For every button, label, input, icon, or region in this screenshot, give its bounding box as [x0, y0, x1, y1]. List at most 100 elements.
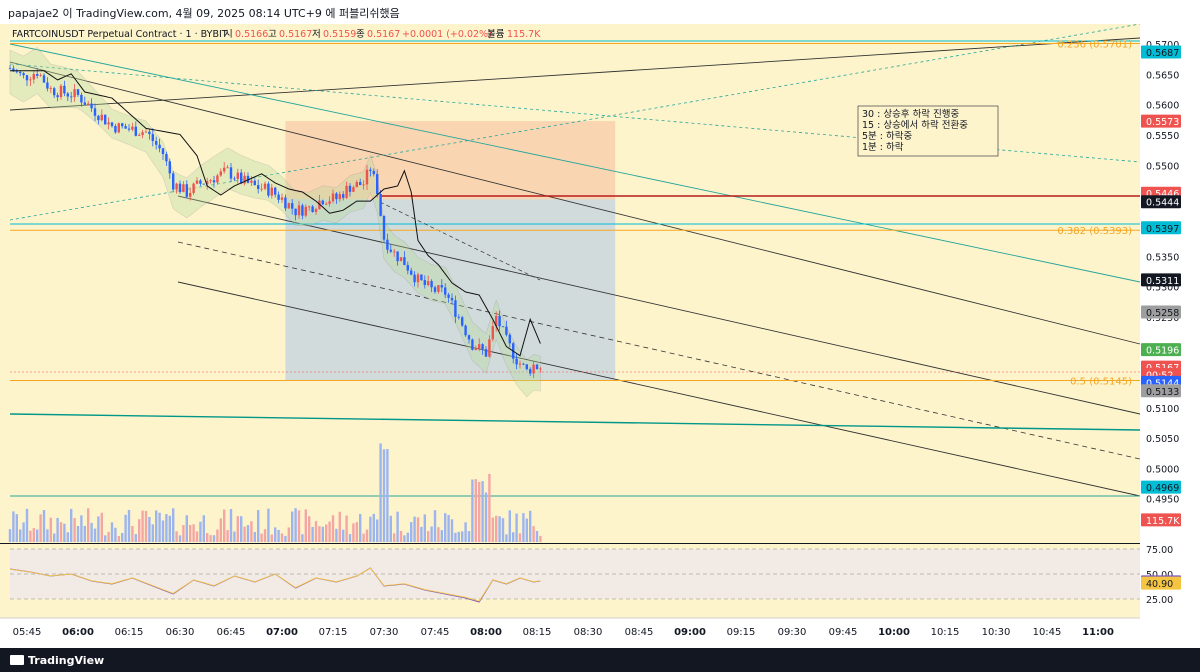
- volume-bar: [525, 518, 528, 542]
- legend-volume: 115.7K: [507, 29, 541, 40]
- volume-bar: [100, 512, 103, 542]
- candle-body: [318, 200, 321, 210]
- candle-body: [155, 141, 158, 145]
- candle-body: [243, 175, 246, 184]
- candle-body: [141, 132, 144, 135]
- candle-body: [440, 285, 443, 288]
- rsi-axis-label-3: 40.90: [1146, 579, 1173, 590]
- candle-body: [369, 169, 372, 172]
- candle-body: [345, 185, 348, 198]
- candle-body: [117, 123, 120, 133]
- candle-body: [471, 339, 474, 350]
- candle-body: [216, 175, 219, 183]
- price-label-8: 0.5196: [1146, 346, 1179, 357]
- volume-bar: [304, 509, 307, 542]
- volume-bar: [226, 530, 229, 542]
- volume-bar: [277, 529, 280, 542]
- candle-body: [253, 180, 256, 186]
- volume-bar: [382, 449, 386, 542]
- legend-high: 0.5167: [279, 29, 312, 40]
- volume-bar: [240, 516, 243, 542]
- candle-body: [291, 203, 294, 209]
- price-label-box-12: [1141, 384, 1181, 398]
- tradingview-logo[interactable]: TradingView: [10, 654, 104, 667]
- price-chart[interactable]: 0.236 (0.5701) 0.382 (0.5393) 0.5 (0.5145)…: [0, 24, 1200, 648]
- candle-body: [158, 144, 161, 149]
- volume-bar: [338, 511, 341, 542]
- candle-body: [66, 93, 69, 97]
- candle-body: [206, 181, 209, 185]
- legend-low: 0.5159: [323, 29, 356, 40]
- price-label-box-8: [1141, 343, 1181, 357]
- candle-body: [257, 185, 260, 189]
- price-tick-15: 0.4950: [1146, 495, 1179, 506]
- volume-bar: [403, 535, 406, 542]
- volume-bar: [352, 523, 355, 542]
- time-tick-8: 07:45: [421, 627, 450, 638]
- trend-lines[interactable]: [9, 24, 1141, 497]
- candle-body: [501, 326, 505, 328]
- volume-bar: [151, 524, 154, 542]
- candle-body: [229, 167, 233, 179]
- candle-body: [518, 363, 522, 365]
- price-label-box-4: [1141, 195, 1181, 209]
- volume-bar: [461, 531, 464, 542]
- candle-body: [260, 188, 263, 190]
- time-tick-15: 09:30: [778, 627, 807, 638]
- price-tick-12: 0.5100: [1146, 404, 1179, 415]
- volume-bar: [155, 510, 158, 542]
- candle-body: [219, 171, 222, 176]
- volume-bar: [529, 510, 532, 542]
- time-tick-10: 08:15: [523, 627, 552, 638]
- volume-bar: [508, 510, 511, 542]
- time-tick-5: 07:00: [266, 627, 298, 638]
- rsi-pane: [0, 543, 1140, 603]
- volume-bar: [216, 529, 219, 542]
- position-zone[interactable]: [285, 121, 616, 381]
- candle-body: [97, 115, 100, 121]
- candle-body: [49, 88, 52, 90]
- candle-body: [427, 281, 430, 285]
- legend-close-label: 종: [356, 29, 365, 40]
- fib-levels[interactable]: 0.236 (0.5701) 0.382 (0.5393) 0.5 (0.5145): [10, 40, 1140, 388]
- legend-close: 0.5167: [367, 29, 400, 40]
- volume-bar: [223, 509, 226, 542]
- volume-bar: [175, 531, 178, 542]
- candle-body: [335, 193, 338, 200]
- candle-body: [515, 358, 518, 365]
- candle-body: [76, 89, 80, 95]
- candle-body: [107, 122, 110, 125]
- volume-bar: [467, 531, 471, 542]
- candle-body: [8, 68, 12, 70]
- time-tick-21: 11:00: [1082, 627, 1114, 638]
- volume-bar: [199, 521, 202, 542]
- volume-bar: [114, 527, 117, 542]
- time-tick-11: 08:30: [574, 627, 603, 638]
- note-line-2: 15 : 상승에서 하락 전환중: [862, 119, 968, 131]
- brand-text: TradingView: [28, 654, 105, 667]
- price-tick-14: 0.5000: [1146, 464, 1179, 475]
- volume-bar: [457, 531, 460, 542]
- time-tick-20: 10:45: [1033, 627, 1062, 638]
- volume-bar: [124, 514, 127, 542]
- volume-bar: [73, 518, 76, 542]
- candle-body: [32, 73, 35, 80]
- price-axis[interactable]: 0.57000.56500.56000.55500.55000.54500.54…: [1141, 40, 1181, 606]
- candle-body: [454, 300, 457, 317]
- volume-bar: [474, 479, 477, 542]
- volume-bar: [260, 533, 263, 542]
- candle-body: [529, 369, 532, 374]
- candle-body: [522, 363, 525, 365]
- time-axis[interactable]: 05:45 06:00 06:15 06:30 06:45 07:00 07:15 07:30…: [0, 617, 1200, 648]
- note-box[interactable]: 30 : 상승후 하락 진행중 15 : 상승에서 하락 전환중 5분 : 하락…: [857, 105, 999, 157]
- volume-bar: [359, 513, 362, 542]
- candle-body: [19, 71, 22, 74]
- volume-bar: [185, 515, 188, 542]
- candle-body: [464, 325, 467, 336]
- price-label-7: 0.5258: [1146, 308, 1179, 319]
- volume-bar: [236, 516, 239, 542]
- volume-bar: [131, 525, 134, 542]
- time-tick-16: 09:45: [829, 627, 858, 638]
- volume-bar: [297, 510, 301, 542]
- volume-bar: [189, 524, 192, 542]
